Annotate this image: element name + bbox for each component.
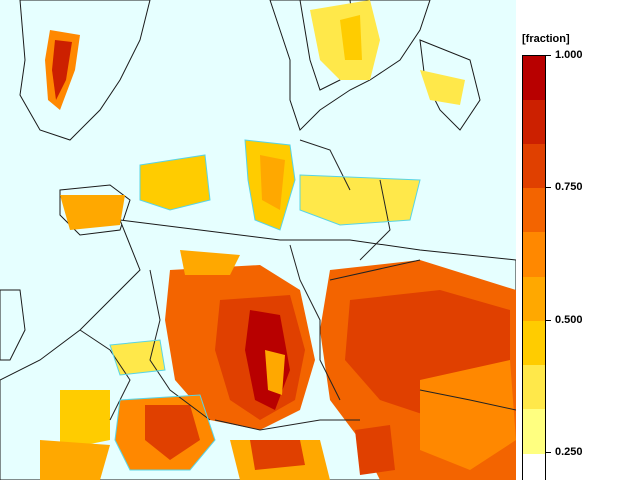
colorbar-swatch [523, 408, 545, 454]
colorbar-tick-label: 0.500 [555, 313, 583, 326]
colorbar-swatch [523, 232, 545, 278]
fraction-field [40, 0, 516, 480]
colorbar-tick [546, 319, 551, 321]
colorbar-swatch [523, 100, 545, 146]
colorbar-swatch [523, 144, 545, 190]
coastlines [109, 139, 421, 471]
legend-title: [fraction] [522, 33, 570, 45]
colorbar-tick-label: 0.250 [555, 446, 583, 458]
colorbar-swatch [523, 56, 545, 102]
colorbar [522, 55, 546, 480]
colorbar-swatch [523, 320, 545, 366]
colorbar-tick [546, 187, 551, 189]
colorbar-tick-label: 1.000 [555, 49, 583, 61]
colorbar-tick [546, 55, 551, 56]
colorbar-swatch [523, 276, 545, 322]
colorbar-tick-label: 0.750 [555, 181, 583, 194]
colorbar-tick [546, 452, 551, 453]
fraction-map [0, 0, 516, 480]
colorbar-swatch [523, 364, 545, 410]
colorbar-swatch [523, 188, 545, 234]
